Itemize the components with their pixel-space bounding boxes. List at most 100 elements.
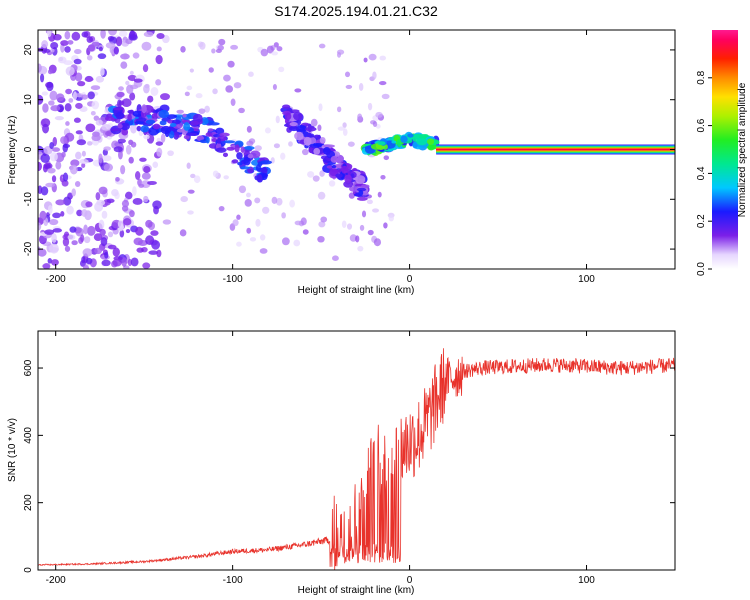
heatmap-cell bbox=[193, 175, 201, 184]
colorbar-tick-label: 0.4 bbox=[696, 166, 707, 180]
colorbar: 0.0 0.2 0.4 0.6 0.8 Normalized spectral ampl… bbox=[696, 30, 748, 276]
heatmap-cell bbox=[223, 140, 236, 144]
heatmap-cell bbox=[388, 214, 394, 222]
heatmap-cell bbox=[85, 123, 96, 133]
heatmap-cell bbox=[254, 145, 262, 151]
heatmap-cell bbox=[68, 98, 74, 103]
heatmap-cell bbox=[318, 43, 326, 49]
heatmap-cell bbox=[51, 147, 61, 152]
heatmap-cell bbox=[101, 123, 112, 131]
heatmap-cell bbox=[49, 152, 58, 162]
heatmap-cell bbox=[112, 247, 120, 257]
heatmap-cell bbox=[183, 135, 190, 140]
heatmap-cell bbox=[143, 31, 154, 38]
heatmap-cell bbox=[87, 91, 95, 100]
heatmap-cell bbox=[71, 240, 78, 246]
heatmap-cell bbox=[383, 155, 390, 161]
heatmap-cell bbox=[335, 173, 343, 178]
heatmap-cell bbox=[91, 134, 101, 142]
heatmap-cell bbox=[259, 248, 268, 254]
heatmap-cell bbox=[307, 171, 315, 178]
heatmap-cell bbox=[81, 31, 89, 38]
heatmap-cell bbox=[85, 257, 93, 265]
heatmap-cell bbox=[134, 121, 144, 125]
heatmap-cell bbox=[344, 71, 351, 78]
colorbar-scale bbox=[712, 30, 738, 269]
heatmap-cell bbox=[104, 251, 109, 259]
heatmap-cell bbox=[237, 161, 243, 166]
heatmap-cell bbox=[152, 200, 162, 210]
heatmap-cell bbox=[117, 123, 123, 129]
heatmap-cell bbox=[212, 88, 218, 95]
heatmap-cell bbox=[273, 42, 279, 48]
heatmap-cell bbox=[140, 125, 149, 133]
heatmap-cell bbox=[90, 110, 96, 116]
heatmap-cell bbox=[162, 219, 172, 225]
heatmap-cell bbox=[63, 60, 74, 66]
snr-ticks: -200 -100 0 100 0 200 400 600 bbox=[23, 331, 675, 586]
heatmap-cell bbox=[45, 182, 56, 188]
heatmap-cell bbox=[207, 128, 214, 132]
heatmap-cell bbox=[107, 231, 114, 238]
heatmap-cell bbox=[94, 247, 103, 255]
heatmap-cell bbox=[205, 132, 213, 137]
heatmap-cell bbox=[124, 191, 133, 200]
x-tick-label: 0 bbox=[407, 575, 413, 586]
heatmap-cell bbox=[294, 220, 302, 226]
heatmap-cell bbox=[55, 161, 62, 170]
heatmap-cell bbox=[155, 79, 162, 86]
heatmap-cell bbox=[120, 61, 128, 69]
heatmap-cell bbox=[255, 218, 261, 227]
heatmap-cell bbox=[260, 160, 273, 165]
heatmap-cell bbox=[156, 33, 165, 39]
heatmap-cell bbox=[125, 229, 131, 234]
heatmap-cell bbox=[240, 166, 251, 170]
heatmap-cell bbox=[103, 163, 113, 172]
heatmap-cell bbox=[294, 88, 302, 93]
y-tick-label: 200 bbox=[23, 494, 34, 511]
heatmap-cell bbox=[52, 228, 63, 233]
heatmap-cell bbox=[55, 199, 66, 206]
heatmap-cell bbox=[40, 153, 50, 164]
heatmap-cell bbox=[64, 46, 71, 53]
heatmap-cell bbox=[151, 112, 159, 120]
heatmap-cell bbox=[260, 48, 269, 57]
heatmap-cell bbox=[396, 138, 402, 148]
heatmap-cell bbox=[230, 98, 236, 106]
heatmap-cell bbox=[133, 78, 143, 83]
heatmap-cell bbox=[143, 195, 149, 203]
snr-frame bbox=[37, 330, 676, 571]
heatmap-cell bbox=[272, 84, 277, 90]
heatmap-cell bbox=[336, 106, 342, 113]
heatmap-cell bbox=[379, 55, 387, 61]
heatmap-cell bbox=[86, 36, 93, 43]
heatmap-cell bbox=[82, 248, 93, 257]
heatmap-cell bbox=[184, 91, 190, 97]
heatmap-cell bbox=[246, 192, 251, 198]
heatmap-cell bbox=[38, 222, 42, 231]
heatmap-cell bbox=[273, 143, 280, 149]
heatmap-cell bbox=[377, 141, 386, 146]
heatmap-cell bbox=[266, 45, 274, 54]
heatmap-cell bbox=[113, 107, 125, 111]
heatmap-cell bbox=[319, 136, 326, 144]
heatmap-cell bbox=[427, 143, 439, 150]
heatmap-cell bbox=[361, 210, 367, 218]
heatmap-cell bbox=[73, 48, 82, 55]
heatmap-cell bbox=[262, 206, 270, 214]
heatmap-cell bbox=[289, 121, 298, 127]
heatmap-cell bbox=[139, 157, 147, 162]
heatmap-cell bbox=[192, 113, 203, 123]
heatmap-cell bbox=[416, 138, 428, 146]
heatmap-cell bbox=[71, 31, 81, 41]
heatmap-cell bbox=[81, 209, 88, 217]
heatmap-cell bbox=[40, 118, 51, 128]
heatmap-cell bbox=[132, 186, 137, 197]
heatmap-cell bbox=[44, 229, 55, 235]
heatmap-cell bbox=[412, 141, 418, 149]
heatmap-cell bbox=[83, 224, 88, 235]
colorbar-ticks: 0.0 0.2 0.4 0.6 0.8 bbox=[696, 70, 712, 276]
heatmap-cell bbox=[96, 199, 106, 206]
heatmap-cell bbox=[136, 247, 144, 253]
